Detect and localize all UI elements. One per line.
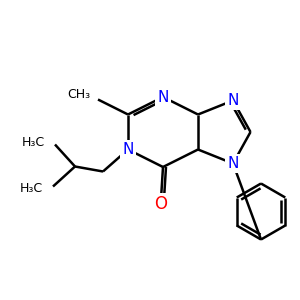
Text: N: N: [227, 156, 239, 171]
Text: CH₃: CH₃: [67, 88, 90, 101]
Text: H₃C: H₃C: [20, 182, 43, 195]
Text: H₃C: H₃C: [22, 136, 45, 149]
Text: N: N: [157, 89, 169, 104]
Text: N: N: [122, 142, 134, 157]
Text: O: O: [154, 195, 167, 213]
Text: N: N: [227, 93, 239, 108]
